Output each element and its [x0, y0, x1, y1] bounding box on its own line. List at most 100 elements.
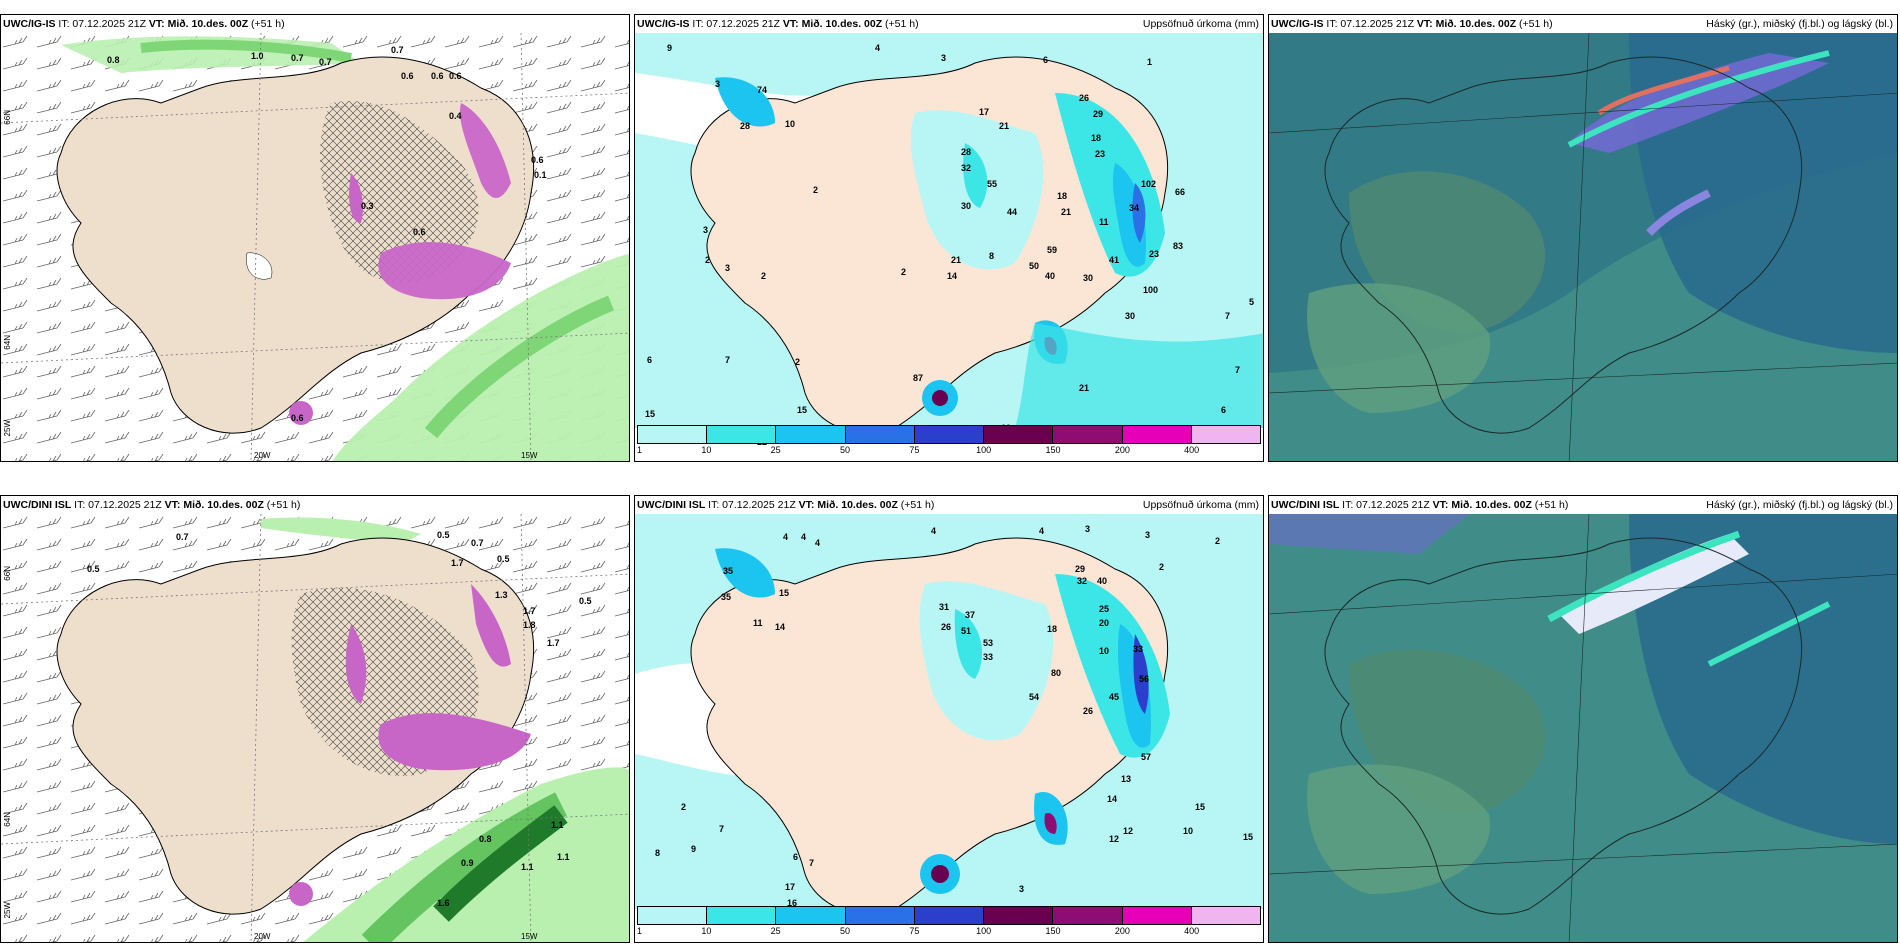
colorbar-tick: 10	[701, 926, 712, 936]
precip-value: 3	[1145, 530, 1151, 540]
wind-label: 0.6	[291, 413, 304, 423]
precip-value: 66	[1175, 187, 1186, 197]
colorbar-cell	[1053, 426, 1123, 443]
precip-value: 102	[1141, 179, 1157, 189]
precip-value: 4	[1039, 526, 1045, 536]
precip-value: 2	[705, 255, 711, 265]
precip-value: 2	[795, 357, 801, 367]
precip-value: 80	[1051, 668, 1062, 678]
wind-label: 1.1	[551, 820, 564, 830]
precip-value: 15	[1243, 832, 1254, 842]
panel-subtitle: Uppsöfnuð úrkoma (mm)	[1142, 18, 1259, 30]
precip-value: 14	[947, 271, 958, 281]
precip-value: 26	[1083, 706, 1094, 716]
colorbar-tick: 1	[637, 926, 643, 936]
precip-value: 8	[655, 848, 661, 858]
precip-value: 4	[815, 538, 821, 548]
precip-value: 40	[1097, 576, 1108, 586]
panel-subtitle: Háský (gr.), miðský (fj.bl.) og lágský (…	[1706, 18, 1893, 30]
precip-value: 29	[1075, 564, 1086, 574]
precip-value: 21	[951, 255, 962, 265]
colorbar-tick: 100	[976, 445, 992, 455]
axis-label-lon: 25W	[3, 902, 12, 919]
precip-value: 28	[740, 121, 751, 131]
precip-value: 30	[1083, 273, 1094, 283]
precip-value: 9	[691, 844, 697, 854]
precip-value: 11	[753, 618, 763, 628]
precip-value: 59	[1047, 245, 1058, 255]
precip-value: 20	[1099, 618, 1110, 628]
precip-value: 1	[1147, 57, 1153, 67]
precip-value: 44	[1007, 207, 1018, 217]
colorbar-tick: 200	[1114, 926, 1130, 936]
colorbar-cell	[1191, 907, 1260, 924]
wind-label: 0.5	[437, 530, 450, 540]
wind-label: 1.6	[437, 898, 450, 908]
precip-value: 11	[1099, 217, 1109, 227]
wind-label: 0.3	[361, 201, 374, 211]
colorbar-tick: 25	[770, 445, 781, 455]
precip-value: 18	[1047, 624, 1058, 634]
precip-value: 17	[785, 882, 796, 892]
wind-label: 0.5	[579, 596, 592, 606]
precip-value: 34	[1129, 203, 1140, 213]
axis-label-lat: 66N	[3, 110, 12, 125]
axis-label-lat: 64N	[3, 335, 12, 350]
wind-label: 0.7	[291, 53, 304, 63]
precip-value: 55	[987, 179, 998, 189]
colorbar-cell	[707, 907, 777, 924]
panel-wind-top: UWC/IG-IS IT: 07.12.2025 21Z VT: Mið. 10…	[0, 14, 630, 462]
colorbar-cell	[914, 426, 985, 443]
precip-value: 2	[681, 802, 687, 812]
precip-value: 4	[783, 532, 789, 542]
wind-map	[1, 33, 629, 461]
colorbar-cell	[776, 907, 846, 924]
precip-value: 53	[983, 638, 994, 648]
panel-subtitle: Uppsöfnuð úrkoma (mm)	[1142, 499, 1259, 511]
colorbar-cell	[638, 907, 708, 924]
wind-label: 0.9	[461, 858, 474, 868]
colorbar-tick: 400	[1184, 926, 1200, 936]
axis-label-lon: 25W	[3, 420, 12, 437]
cloud-map	[1269, 514, 1897, 942]
precip-value: 2	[1159, 562, 1165, 572]
panel-title: UWC/IG-IS IT: 07.12.2025 21Z VT: Mið. 10…	[1271, 18, 1553, 30]
precip-value: 12	[1109, 834, 1120, 844]
precip-value: 3	[725, 263, 731, 273]
precip-value: 14	[775, 622, 786, 632]
precip-value: 30	[961, 201, 972, 211]
colorbar-cell	[984, 426, 1054, 443]
precip-value: 4	[801, 532, 807, 542]
axis-label-lon: 20W	[254, 932, 271, 941]
wind-label: 0.5	[87, 564, 100, 574]
wind-label: 0.7	[391, 45, 404, 55]
wind-label: 0.1	[534, 170, 547, 180]
colorbar-tick: 50	[839, 926, 851, 936]
colorbar-cell	[984, 907, 1054, 924]
precip-value: 26	[1079, 93, 1090, 103]
wind-label: 0.7	[471, 538, 484, 548]
precip-value: 2	[901, 267, 907, 277]
colorbar-cell	[638, 426, 708, 443]
precip-value: 3	[1085, 524, 1091, 534]
precip-value: 2	[1215, 536, 1221, 546]
colorbar-cell	[1191, 426, 1260, 443]
wind-label: 0.7	[319, 57, 332, 67]
precip-value: 7	[725, 355, 731, 365]
precip-value: 25	[1099, 604, 1110, 614]
precip-map	[635, 514, 1263, 909]
precip-value: 45	[1109, 692, 1120, 702]
precip-value: 18	[1091, 133, 1102, 143]
precip-value: 4	[931, 526, 937, 536]
colorbar-cell	[845, 426, 915, 443]
colorbar-tick: 10	[701, 445, 712, 455]
precip-value: 29	[1093, 109, 1104, 119]
axis-label-lat: 66N	[3, 566, 12, 581]
precip-value: 10	[785, 119, 796, 129]
precip-value: 26	[941, 622, 952, 632]
colorbar: 1 10 25 50 75 100 150 200 400	[637, 425, 1261, 459]
precip-value: 3	[703, 225, 709, 235]
precip-value: 17	[979, 107, 990, 117]
precip-value: 18	[1057, 191, 1068, 201]
wind-label: 0.6	[401, 71, 414, 81]
